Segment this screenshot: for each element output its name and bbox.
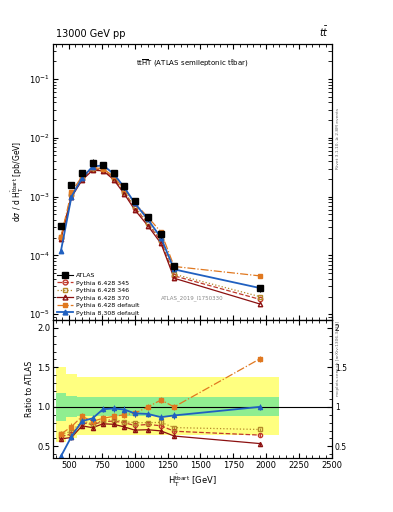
Text: 13000 GeV pp: 13000 GeV pp <box>56 29 125 38</box>
Text: tt$\overline{\mathrm{H}}$T (ATLAS semileptonic t$\bar{\mathrm{t}}$bar): tt$\overline{\mathrm{H}}$T (ATLAS semile… <box>136 57 249 69</box>
Text: ATLAS_2019_I1750330: ATLAS_2019_I1750330 <box>161 295 224 301</box>
Text: mcplots.cern.ch [arXiv:1306.3436]: mcplots.cern.ch [arXiv:1306.3436] <box>336 321 340 396</box>
Text: $t\bar{t}$: $t\bar{t}$ <box>320 25 329 38</box>
Legend: ATLAS, Pythia 6.428 345, Pythia 6.428 346, Pythia 6.428 370, Pythia 6.428 defaul: ATLAS, Pythia 6.428 345, Pythia 6.428 34… <box>56 271 140 317</box>
Y-axis label: d$\sigma$ / d H$_\mathregular{T}^{\mathregular{\bar{t}bar{t}}}$ [pb/GeV]: d$\sigma$ / d H$_\mathregular{T}^{\mathr… <box>10 141 26 222</box>
Text: Rivet 3.1.10, ≥ 2.8M events: Rivet 3.1.10, ≥ 2.8M events <box>336 108 340 169</box>
Y-axis label: Ratio to ATLAS: Ratio to ATLAS <box>26 361 34 417</box>
X-axis label: H$_\mathregular{T}^{\mathregular{\bar{t}bar{t}}}$ [GeV]: H$_\mathregular{T}^{\mathregular{\bar{t}… <box>168 473 217 489</box>
